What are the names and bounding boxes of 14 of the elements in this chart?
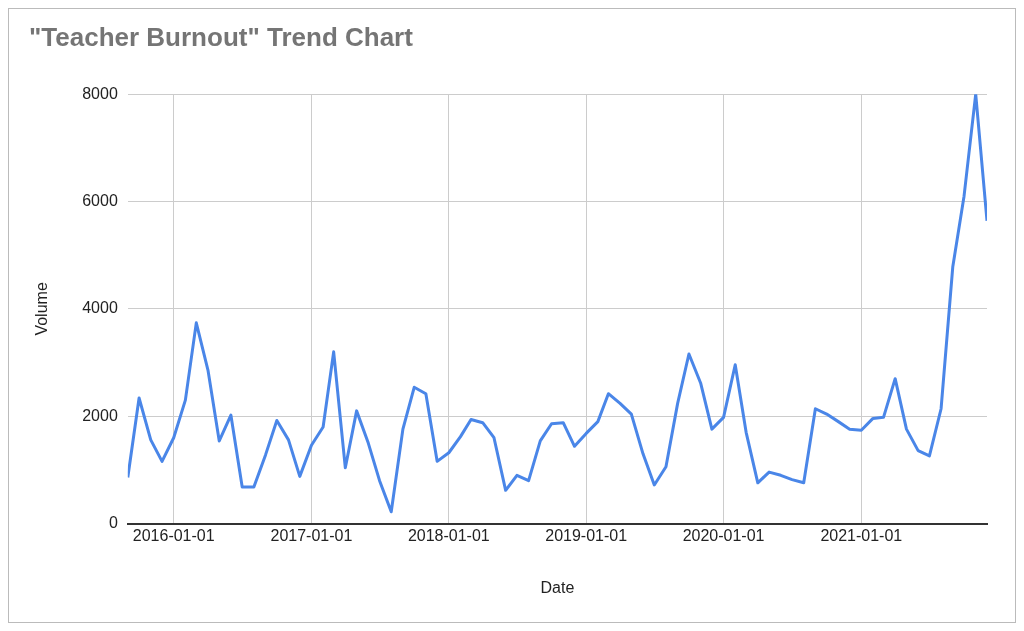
y-tick-label: 0 — [108, 514, 118, 532]
chart-title: "Teacher Burnout" Trend Chart — [29, 21, 414, 52]
x-tick-label: 2016-01-01 — [132, 526, 215, 544]
x-axis-title: Date — [540, 578, 575, 596]
x-tick-label: 2021-01-01 — [820, 526, 903, 544]
y-tick-label: 2000 — [82, 406, 118, 424]
y-axis-title: Volume — [33, 282, 51, 336]
x-tick-label: 2020-01-01 — [682, 526, 765, 544]
y-tick-label: 4000 — [82, 299, 118, 317]
x-tick-label: 2017-01-01 — [270, 526, 353, 544]
y-tick-label: 8000 — [82, 84, 118, 102]
x-tick-label: 2019-01-01 — [545, 526, 628, 544]
y-tick-label: 6000 — [82, 191, 118, 209]
x-tick-label: 2018-01-01 — [407, 526, 490, 544]
